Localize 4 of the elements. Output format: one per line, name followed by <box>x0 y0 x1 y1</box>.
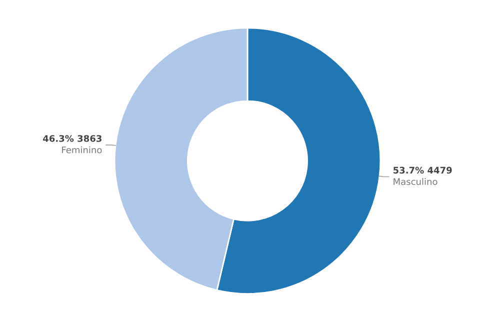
slice-label: Feminino <box>62 146 102 154</box>
slice-label: Masculino <box>394 178 438 185</box>
data-label: 46.3% 3863 <box>43 135 102 142</box>
data-label: 53.7% 4479 <box>393 166 452 174</box>
